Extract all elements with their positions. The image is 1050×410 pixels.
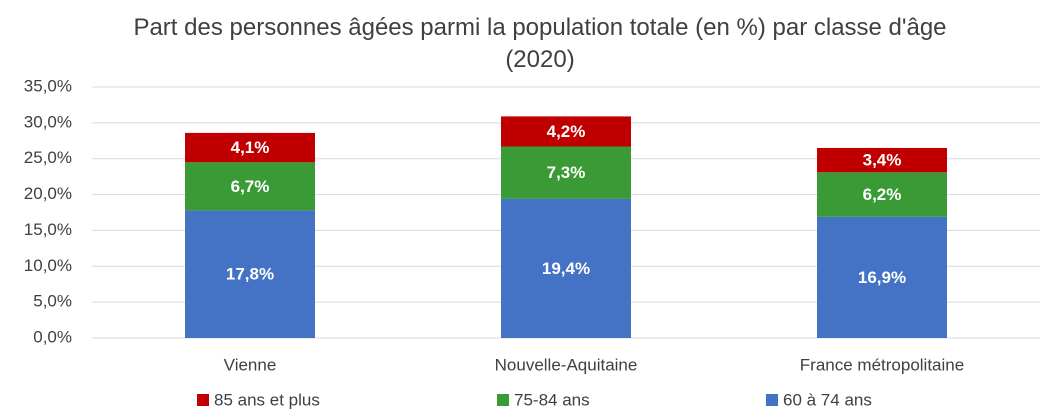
data-label: 6,7% [231, 177, 270, 196]
legend-swatch [497, 394, 509, 406]
legend-swatch [197, 394, 209, 406]
y-tick-label: 0,0% [33, 327, 72, 346]
legend-label: 75-84 ans [514, 390, 590, 409]
bar-segment [501, 198, 631, 338]
y-tick-label: 15,0% [24, 220, 72, 239]
chart-title: Part des personnes âgées parmi la popula… [133, 14, 947, 73]
bar-segment [185, 210, 315, 338]
bar-segment [817, 172, 947, 217]
y-tick-label: 5,0% [33, 292, 72, 311]
data-label: 16,9% [858, 268, 906, 287]
y-tick-label: 10,0% [24, 256, 72, 275]
bar-segment [501, 116, 631, 147]
x-tick-label: Vienne [224, 355, 277, 374]
bar-segment [185, 162, 315, 211]
y-tick-label: 20,0% [24, 184, 72, 203]
y-tick-label: 25,0% [24, 148, 72, 167]
data-label: 19,4% [542, 259, 590, 278]
y-tick-label: 30,0% [24, 112, 72, 131]
legend-label: 60 à 74 ans [783, 390, 872, 409]
bar-segment [185, 132, 315, 163]
x-tick-label: France métropolitaine [800, 355, 964, 374]
data-label: 4,2% [547, 122, 586, 141]
data-label: 17,8% [226, 265, 274, 284]
data-label: 3,4% [863, 151, 902, 170]
bar-segment [817, 216, 947, 338]
data-label: 6,2% [863, 185, 902, 204]
bar-segment [501, 146, 631, 199]
x-tick-label: Nouvelle-Aquitaine [495, 355, 638, 374]
data-label: 7,3% [547, 163, 586, 182]
data-label: 4,1% [231, 138, 270, 157]
y-tick-label: 35,0% [24, 76, 72, 95]
legend-swatch [766, 394, 778, 406]
bar-segment [817, 147, 947, 173]
legend-label: 85 ans et plus [214, 390, 320, 409]
